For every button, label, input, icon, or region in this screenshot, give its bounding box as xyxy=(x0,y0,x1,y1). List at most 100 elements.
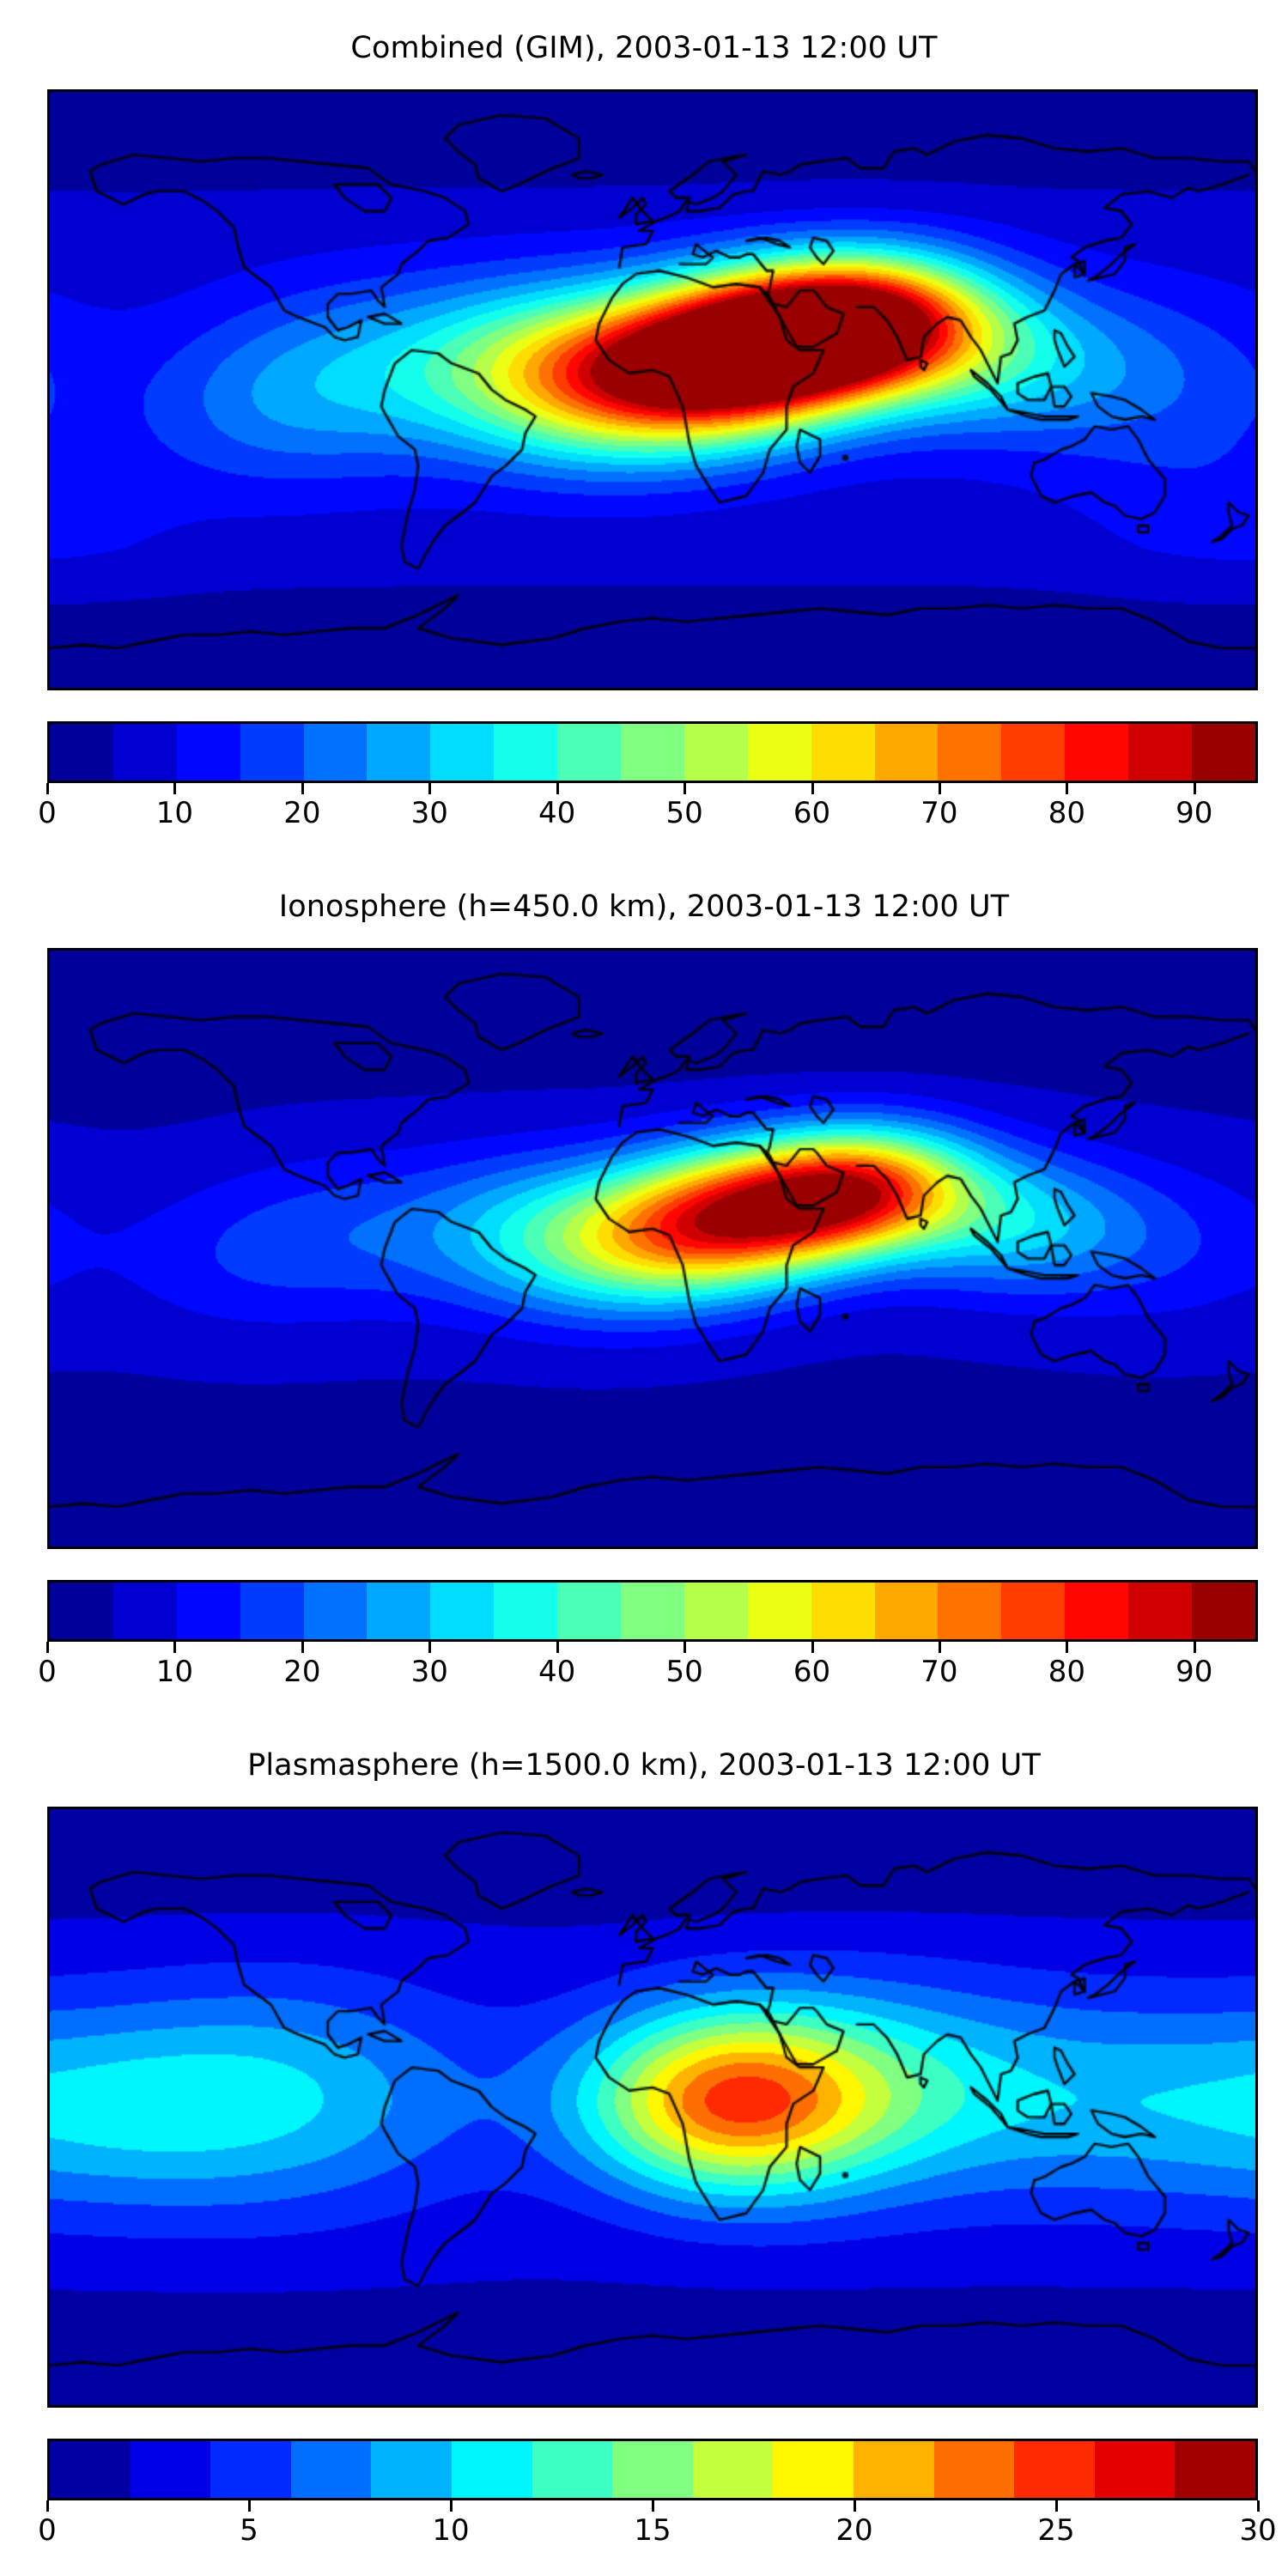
colorbar-segment xyxy=(933,2441,1015,2498)
colorbar-tick xyxy=(1257,2500,1260,2512)
colorbar-tick xyxy=(652,2500,654,2512)
colorbar-segment xyxy=(1128,724,1193,781)
colorbar-ionosphere: 0 10 20 30 40 50 60 70 80 90 xyxy=(38,1580,1258,1689)
colorbar-tick xyxy=(301,783,304,794)
colorbar-segment xyxy=(1014,2441,1095,2498)
colorbar-tick xyxy=(938,1642,941,1653)
colorbar-segment xyxy=(557,724,622,781)
colorbar-tick xyxy=(173,1642,177,1653)
colorbar-tick xyxy=(449,2500,453,2512)
map-canvas-combined xyxy=(50,92,1255,688)
colorbar-tick xyxy=(1055,2500,1058,2512)
panel-title-ionosphere: Ionosphere (h=450.0 km), 2003-01-13 12:0… xyxy=(278,890,1010,924)
colorbar-segment xyxy=(874,724,939,781)
colorbar-tick-label: 10 xyxy=(432,2513,470,2548)
colorbar-tick xyxy=(428,783,432,794)
colorbar-axis-ionosphere: 0 10 20 30 40 50 60 70 80 90 xyxy=(38,1642,1258,1689)
colorbar-tick-label: 70 xyxy=(920,796,958,830)
colorbar-strip-plasmasphere xyxy=(47,2439,1258,2500)
colorbar-tick-label: 0 xyxy=(38,1655,57,1689)
colorbar-segment xyxy=(303,724,368,781)
colorbar-tick xyxy=(556,1642,559,1653)
colorbar-segment xyxy=(130,2441,211,2498)
colorbar-segment xyxy=(367,1583,431,1639)
colorbar-segment xyxy=(50,724,113,781)
map-plasmasphere xyxy=(47,1807,1258,2408)
colorbar-segment xyxy=(1128,1583,1193,1639)
colorbar-segment xyxy=(621,724,684,781)
colorbar-segment xyxy=(1001,724,1066,781)
colorbar-tick xyxy=(428,1642,432,1653)
colorbar-segment xyxy=(1094,2441,1176,2498)
colorbar-segment xyxy=(692,2441,774,2498)
map-combined-gim xyxy=(47,89,1258,690)
colorbar-segment xyxy=(494,724,558,781)
colorbar-segment xyxy=(1001,1583,1066,1639)
colorbar-segment xyxy=(50,2441,131,2498)
colorbar-segment xyxy=(747,1583,811,1639)
colorbar-tick-label: 20 xyxy=(835,2513,873,2548)
colorbar-tick-label: 20 xyxy=(283,1655,321,1689)
colorbar-tick xyxy=(1066,783,1069,794)
colorbar-tick xyxy=(811,1642,814,1653)
map-canvas-plasmasphere xyxy=(50,1809,1255,2405)
colorbar-tick xyxy=(1066,1642,1069,1653)
colorbar-strip-combined xyxy=(47,721,1258,783)
colorbar-tick-label: 60 xyxy=(793,796,831,830)
colorbar-tick-label: 60 xyxy=(793,1655,831,1689)
colorbar-segment xyxy=(621,1583,684,1639)
colorbar-tick xyxy=(556,783,559,794)
colorbar-segment xyxy=(853,2441,934,2498)
colorbar-segment xyxy=(612,2441,693,2498)
colorbar-segment xyxy=(811,1583,875,1639)
colorbar-segment xyxy=(210,2441,291,2498)
colorbar-tick xyxy=(1193,1642,1196,1653)
colorbar-segment xyxy=(430,724,495,781)
colorbar-segment xyxy=(1192,1583,1255,1639)
colorbar-tick-label: 70 xyxy=(920,1655,958,1689)
colorbar-segment xyxy=(112,724,177,781)
colorbar-segment xyxy=(240,1583,304,1639)
colorbar-tick xyxy=(683,783,687,794)
map-ionosphere xyxy=(47,948,1258,1549)
colorbar-segment xyxy=(176,1583,240,1639)
colorbar-segment xyxy=(874,1583,939,1639)
colorbar-segment xyxy=(683,724,748,781)
colorbar-segment xyxy=(50,1583,113,1639)
colorbar-tick-label: 30 xyxy=(410,796,448,830)
colorbar-segment xyxy=(557,1583,622,1639)
colorbar-segment xyxy=(683,1583,748,1639)
colorbar-segment xyxy=(747,724,811,781)
colorbar-segment xyxy=(112,1583,177,1639)
colorbar-segment xyxy=(303,1583,368,1639)
colorbar-segment xyxy=(367,724,431,781)
colorbar-segment xyxy=(451,2441,532,2498)
colorbar-tick-label: 90 xyxy=(1176,796,1213,830)
colorbar-plasmasphere: 0 5 10 15 20 25 30 xyxy=(38,2439,1277,2548)
colorbar-tick xyxy=(811,783,814,794)
colorbar-tick-label: 50 xyxy=(665,1655,703,1689)
colorbar-segment xyxy=(938,1583,1002,1639)
colorbar-tick xyxy=(173,783,177,794)
colorbar-combined: 0 10 20 30 40 50 60 70 80 90 xyxy=(38,721,1258,830)
colorbar-tick-label: 10 xyxy=(155,796,194,830)
colorbar-tick xyxy=(247,2500,251,2512)
colorbar-tick xyxy=(46,1642,49,1653)
colorbar-segment xyxy=(240,724,304,781)
panel-title-plasmasphere: Plasmasphere (h=1500.0 km), 2003-01-13 1… xyxy=(247,1748,1041,1783)
colorbar-segment xyxy=(938,724,1002,781)
colorbar-segment xyxy=(1065,724,1129,781)
colorbar-tick-label: 5 xyxy=(240,2513,258,2548)
colorbar-segment xyxy=(290,2441,372,2498)
colorbar-tick-label: 15 xyxy=(634,2513,671,2548)
colorbar-tick-label: 25 xyxy=(1037,2513,1075,2548)
colorbar-tick xyxy=(1193,783,1196,794)
colorbar-tick-label: 0 xyxy=(38,796,57,830)
colorbar-tick-label: 0 xyxy=(38,2513,57,2548)
colorbar-tick-label: 20 xyxy=(283,796,321,830)
panel-title-combined: Combined (GIM), 2003-01-13 12:00 UT xyxy=(350,31,938,65)
colorbar-segment xyxy=(773,2441,854,2498)
colorbar-tick xyxy=(683,1642,687,1653)
colorbar-tick xyxy=(853,2500,856,2512)
